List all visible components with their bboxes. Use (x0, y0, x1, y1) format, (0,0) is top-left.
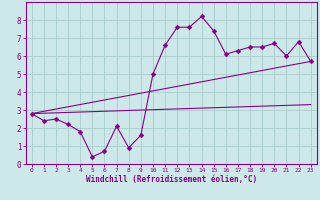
X-axis label: Windchill (Refroidissement éolien,°C): Windchill (Refroidissement éolien,°C) (86, 175, 257, 184)
